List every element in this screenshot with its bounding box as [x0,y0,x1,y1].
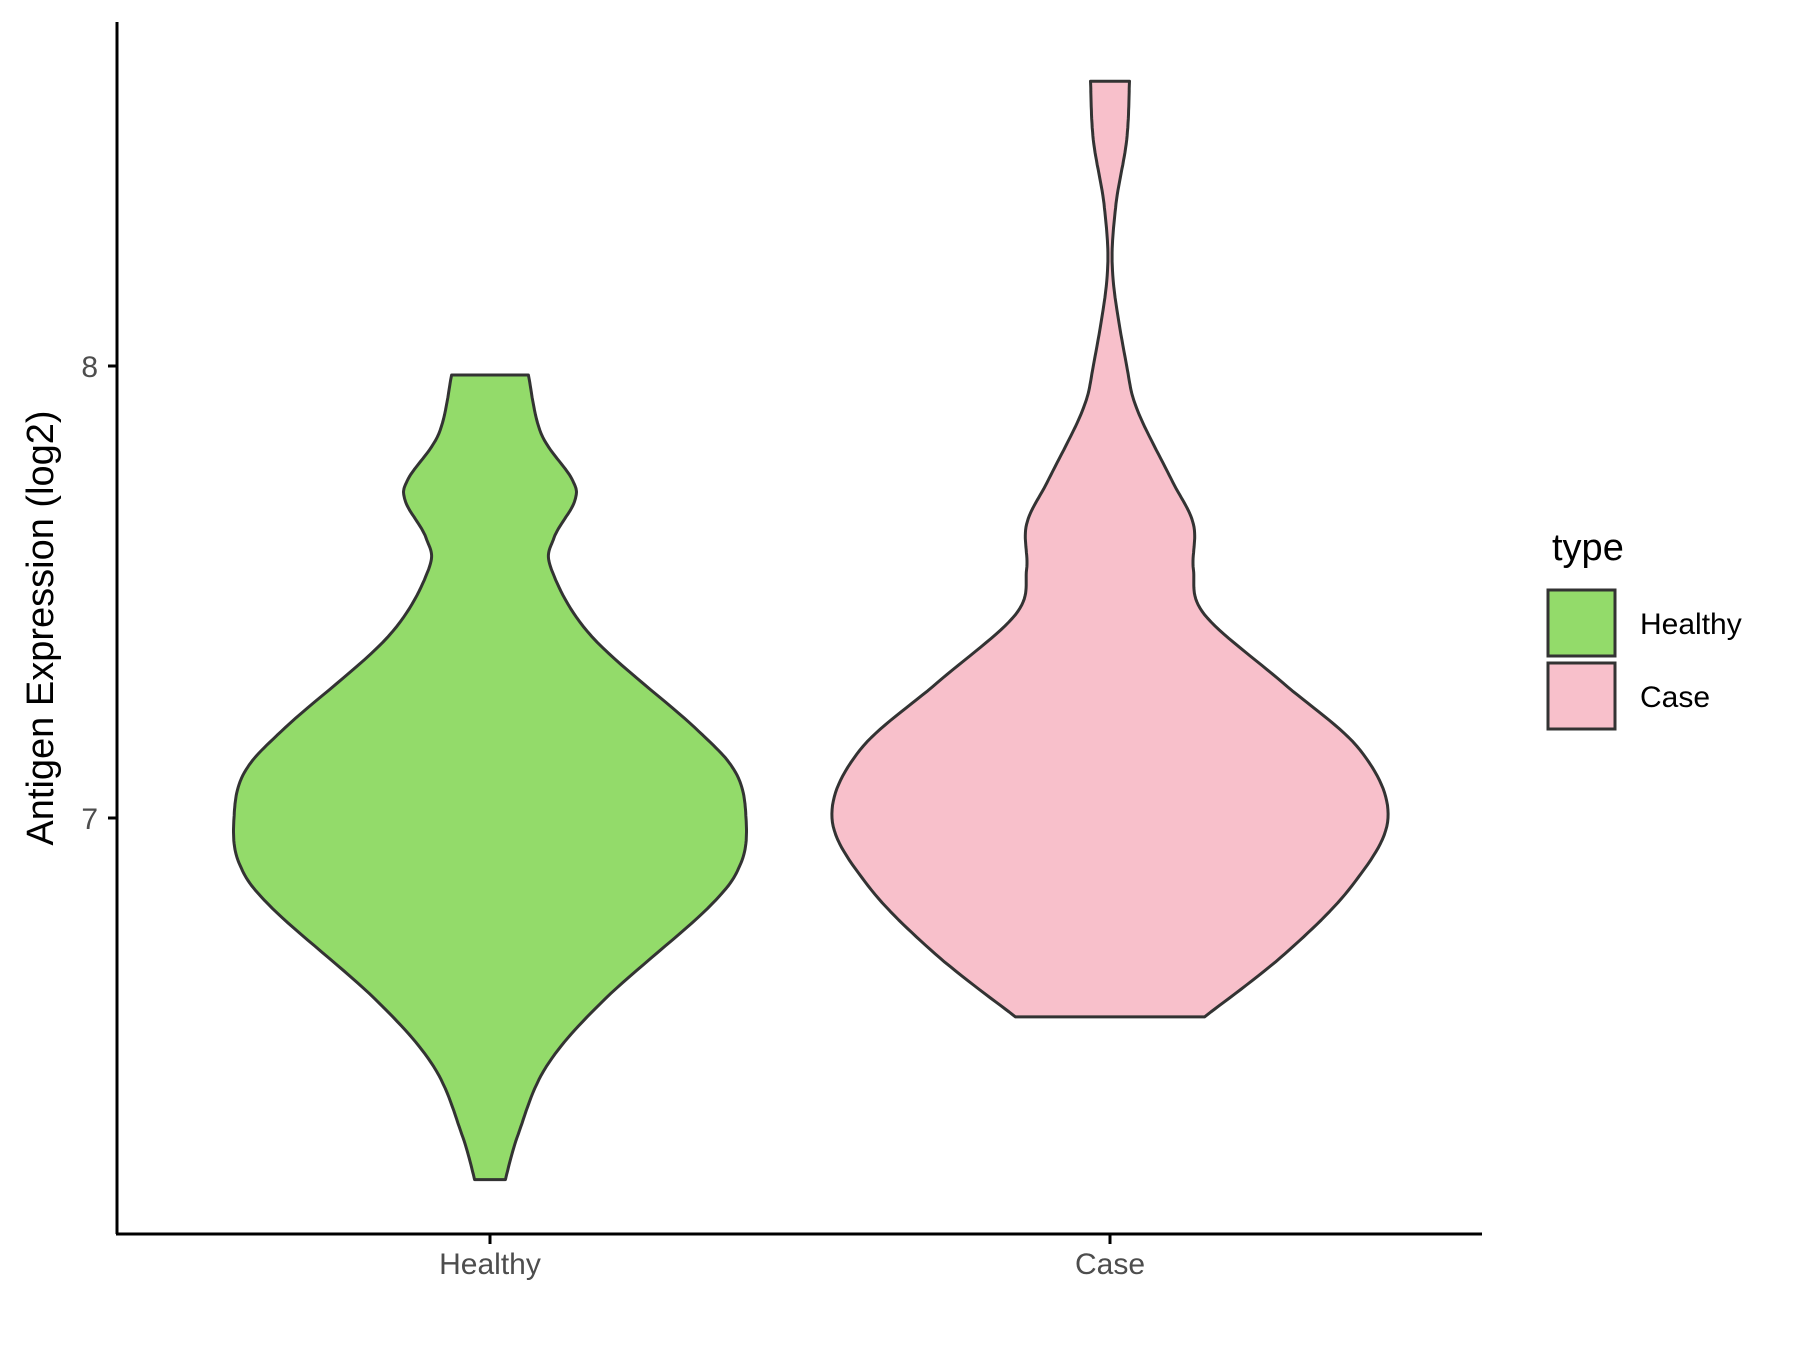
y-ticks: 78 [81,351,117,836]
legend-entries: Healthy Case [1546,588,1742,731]
x-tick-label: Case [1075,1248,1145,1281]
legend-label: Healthy [1640,608,1742,641]
violin-healthy [232,373,748,1182]
violin-group [232,79,1390,1182]
axes [115,22,1482,1236]
violin-case [830,79,1390,1019]
legend-swatch-healthy [1546,588,1617,658]
x-tick-label: Healthy [439,1248,541,1281]
y-axis-title: Antigen Expression (log2) [20,410,62,845]
legend-swatch-case [1546,661,1617,731]
x-ticks: Healthy Case [439,1234,1145,1281]
legend-label: Case [1640,681,1710,714]
legend-title: type [1552,527,1624,569]
y-tick-label: 7 [81,803,98,836]
y-tick-label: 8 [81,351,98,384]
legend: type Healthy Case [1546,527,1742,731]
